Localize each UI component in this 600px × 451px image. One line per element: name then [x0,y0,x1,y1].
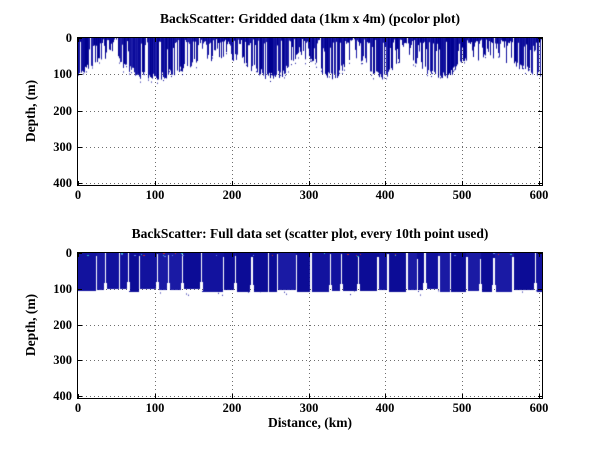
x-tick-mark [232,38,233,42]
plot-gridded-axes [77,37,543,186]
x-tick-label: 500 [452,401,472,415]
x-tick-mark [462,253,463,257]
y-tick-mark [78,38,82,39]
y-tick-label: 300 [53,140,72,154]
y-tick-label: 100 [53,67,72,81]
x-tick-mark [385,38,386,42]
y-tick-mark [78,147,82,148]
x-tick-label: 600 [529,401,549,415]
x-tick-mark [539,38,540,42]
x-tick-mark [462,394,463,398]
plot-scatter-title: BackScatter: Full data set (scatter plot… [131,226,489,241]
x-tick-label: 200 [222,188,242,202]
x-tick-label: 300 [299,401,319,415]
y-tick-mark [538,396,542,397]
scatter-data-canvas [78,253,542,398]
x-tick-mark [232,394,233,398]
y-tick-label: 200 [53,104,72,118]
x-tick-mark [385,181,386,185]
x-tick-mark [309,38,310,42]
y-tick-label: 0 [65,246,72,260]
x-tick-mark [309,394,310,398]
y-tick-mark [78,74,82,75]
y-tick-mark [78,289,82,290]
y-tick-mark [78,396,82,397]
x-tick-mark [78,253,79,257]
x-tick-label: 300 [299,188,319,202]
y-tick-mark [538,253,542,254]
y-tick-mark [538,325,542,326]
x-tick-label: 600 [529,188,549,202]
x-tick-mark [155,394,156,398]
x-tick-mark [385,394,386,398]
y-tick-label: 100 [53,282,72,296]
x-tick-label: 100 [145,401,165,415]
x-tick-label: 100 [145,188,165,202]
y-tick-mark [78,325,82,326]
x-tick-mark [462,181,463,185]
y-tick-mark [78,253,82,254]
x-tick-label: 200 [222,401,242,415]
y-tick-label: 400 [53,389,72,403]
y-tick-mark [538,38,542,39]
y-tick-mark [538,147,542,148]
y-tick-label: 200 [53,318,72,332]
y-tick-mark [78,360,82,361]
x-tick-label: 400 [375,401,395,415]
x-tick-label: 0 [74,401,82,415]
x-tick-mark [155,181,156,185]
pcolor-data-canvas [78,38,542,185]
x-tick-mark [232,181,233,185]
y-tick-mark [538,74,542,75]
y-tick-mark [78,111,82,112]
x-tick-mark [155,253,156,257]
y-tick-mark [538,183,542,184]
x-tick-mark [539,253,540,257]
plot-gridded-title: BackScatter: Gridded data (1km x 4m) (pc… [159,11,461,26]
y-tick-label: 0 [65,31,72,45]
y-tick-label: 300 [53,353,72,367]
y-tick-mark [538,360,542,361]
x-tick-label: 0 [74,188,82,202]
y-tick-mark [538,111,542,112]
y-tick-mark [538,289,542,290]
x-tick-mark [78,38,79,42]
y-tick-mark [78,183,82,184]
plot-scatter-axes [77,252,543,399]
x-tick-label: 500 [452,188,472,202]
x-tick-mark [155,38,156,42]
x-tick-label: 400 [375,188,395,202]
x-tick-mark [232,253,233,257]
x-tick-mark [385,253,386,257]
x-tick-mark [462,38,463,42]
x-tick-mark [309,253,310,257]
y-tick-label: 400 [53,176,72,190]
x-axis-label: Distance, (km) [268,415,352,430]
x-tick-mark [309,181,310,185]
